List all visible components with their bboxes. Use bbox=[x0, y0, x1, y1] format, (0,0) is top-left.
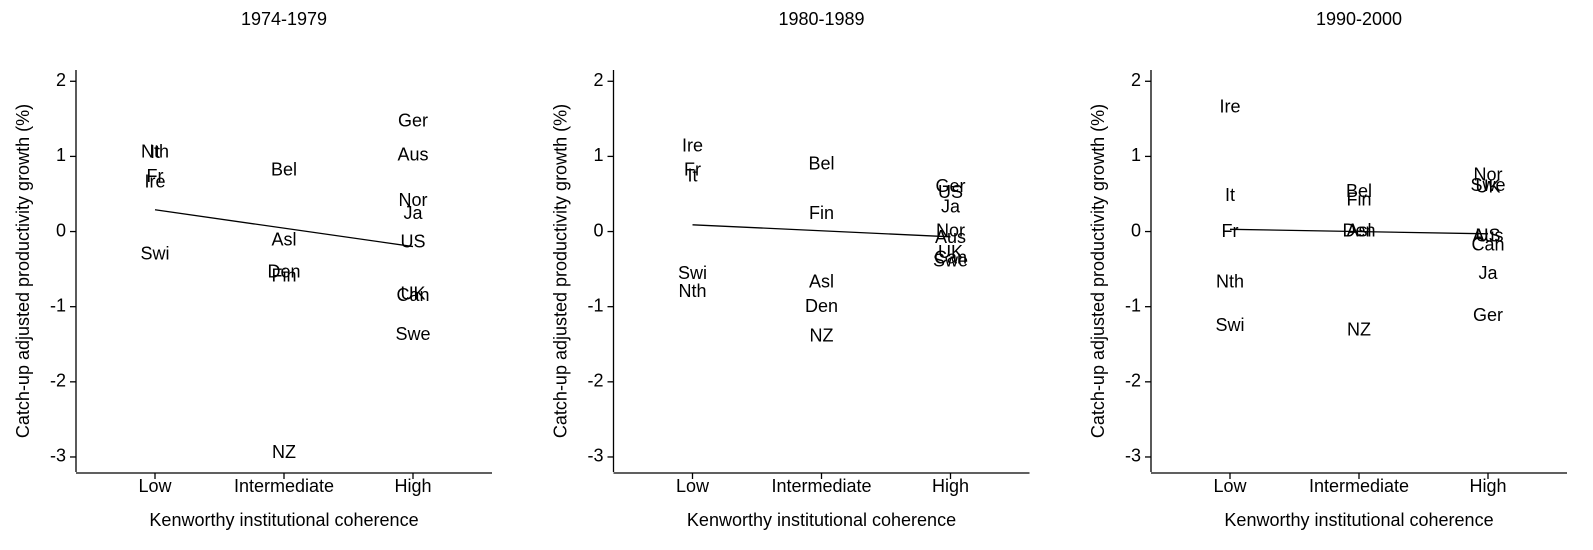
y-tick-label: -3 bbox=[587, 446, 603, 466]
panel-title: 1990-2000 bbox=[1316, 9, 1402, 29]
y-tick-label: 2 bbox=[1131, 70, 1141, 90]
y-tick-label: 1 bbox=[56, 145, 66, 165]
point-label: Swe bbox=[395, 324, 430, 344]
point-label: Fin bbox=[271, 265, 296, 285]
point-label: Aus bbox=[397, 144, 428, 164]
point-label: Nth bbox=[141, 141, 169, 161]
point-label: Nth bbox=[1216, 271, 1244, 291]
y-tick-label: -1 bbox=[587, 295, 603, 315]
panel-title: 1974-1979 bbox=[241, 9, 327, 29]
point-label: NZ bbox=[272, 442, 296, 462]
point-label: Nor bbox=[1473, 165, 1502, 185]
point-label: Bel bbox=[808, 153, 834, 173]
point-label: It bbox=[687, 165, 697, 185]
y-axis-title: Catch-up adjusted productivity growth (%… bbox=[550, 104, 570, 438]
point-label: Ire bbox=[1219, 96, 1240, 116]
point-label: UK bbox=[1475, 177, 1500, 197]
point-label: Swe bbox=[1470, 175, 1505, 195]
point-label: UK bbox=[938, 242, 963, 262]
point-label: Fr bbox=[147, 166, 164, 186]
y-tick-label: 0 bbox=[56, 220, 66, 240]
x-tick-label: Low bbox=[676, 476, 710, 496]
point-label: It bbox=[150, 142, 160, 162]
x-axis-title: Kenworthy institutional coherence bbox=[149, 510, 418, 530]
point-label: Ire bbox=[144, 171, 165, 191]
point-label: Aus bbox=[935, 227, 966, 247]
x-tick-label: High bbox=[932, 476, 969, 496]
point-label: Ire bbox=[682, 135, 703, 155]
point-label: Ja bbox=[941, 196, 961, 216]
point-label: Bel bbox=[271, 159, 297, 179]
point-label: Asl bbox=[809, 271, 834, 291]
y-axis-title: Catch-up adjusted productivity growth (%… bbox=[1088, 104, 1108, 438]
point-label: Nth bbox=[678, 281, 706, 301]
y-tick-label: -2 bbox=[1125, 371, 1141, 391]
point-label: Ger bbox=[398, 111, 428, 131]
y-tick-label: 2 bbox=[593, 70, 603, 90]
point-label: Nor bbox=[398, 190, 427, 210]
y-tick-label: 0 bbox=[1131, 220, 1141, 240]
x-tick-label: Low bbox=[138, 476, 172, 496]
point-label: Fr bbox=[684, 159, 701, 179]
point-label: Swi bbox=[678, 263, 707, 283]
y-axis-title: Catch-up adjusted productivity growth (%… bbox=[13, 104, 33, 438]
x-tick-label: Intermediate bbox=[1309, 476, 1409, 496]
point-label: Can bbox=[934, 247, 967, 267]
x-tick-label: Low bbox=[1213, 476, 1247, 496]
y-tick-label: -2 bbox=[587, 371, 603, 391]
x-tick-label: Intermediate bbox=[771, 476, 871, 496]
point-label: US bbox=[1475, 226, 1500, 246]
y-tick-label: 1 bbox=[1131, 145, 1141, 165]
point-label: Asl bbox=[271, 229, 296, 249]
y-tick-label: 0 bbox=[593, 220, 603, 240]
y-tick-label: -3 bbox=[1125, 446, 1141, 466]
y-tick-label: -1 bbox=[1125, 295, 1141, 315]
point-label: Den bbox=[1342, 220, 1375, 240]
x-tick-label: Intermediate bbox=[234, 476, 334, 496]
point-label: Ger bbox=[1473, 305, 1503, 325]
point-label: Fr bbox=[1222, 221, 1239, 241]
point-label: UK bbox=[400, 283, 425, 303]
point-label: Ja bbox=[403, 203, 423, 223]
point-label: Fin bbox=[1346, 189, 1371, 209]
point-label: US bbox=[400, 232, 425, 252]
point-label: Can bbox=[1471, 235, 1504, 255]
point-label: It bbox=[1225, 185, 1235, 205]
point-label: NZ bbox=[1347, 319, 1371, 339]
y-tick-label: 2 bbox=[56, 70, 66, 90]
point-label: Den bbox=[267, 262, 300, 282]
point-label: Swe bbox=[933, 250, 968, 270]
fit-line bbox=[692, 224, 951, 238]
y-tick-label: -2 bbox=[50, 371, 66, 391]
x-axis-title: Kenworthy institutional coherence bbox=[687, 510, 956, 530]
y-tick-label: -3 bbox=[50, 446, 66, 466]
x-axis-title: Kenworthy institutional coherence bbox=[1224, 510, 1493, 530]
point-label: Asl bbox=[1346, 220, 1371, 240]
point-label: Nor bbox=[936, 220, 965, 240]
fit-line bbox=[154, 209, 414, 248]
point-label: Den bbox=[805, 296, 838, 316]
point-label: Swi bbox=[1215, 315, 1244, 335]
point-label: Bel bbox=[1346, 181, 1372, 201]
point-label: Fin bbox=[809, 203, 834, 223]
point-label: US bbox=[938, 182, 963, 202]
x-tick-label: High bbox=[1469, 476, 1506, 496]
point-label: Swi bbox=[140, 244, 169, 264]
y-tick-label: 1 bbox=[593, 145, 603, 165]
point-label: NZ bbox=[810, 325, 834, 345]
y-tick-label: -1 bbox=[50, 295, 66, 315]
point-label: Ja bbox=[1478, 263, 1498, 283]
point-label: Ger bbox=[935, 176, 965, 196]
panel-title: 1980-1989 bbox=[778, 9, 864, 29]
point-label: Aus bbox=[1472, 226, 1503, 246]
x-tick-label: High bbox=[394, 476, 431, 496]
fit-line bbox=[1229, 228, 1489, 235]
point-label: Can bbox=[396, 285, 429, 305]
